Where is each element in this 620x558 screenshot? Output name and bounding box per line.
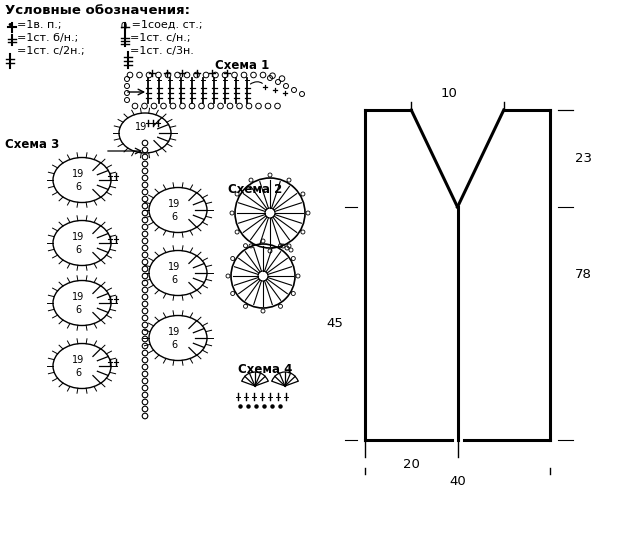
Text: =1ст. с/2н.;: =1ст. с/2н.; — [17, 46, 84, 56]
Text: 19: 19 — [135, 122, 147, 132]
Text: 19: 19 — [72, 292, 84, 302]
Text: 19: 19 — [168, 199, 180, 209]
Text: Схема 3: Схема 3 — [5, 138, 60, 151]
Text: 6: 6 — [75, 182, 81, 192]
Text: 6: 6 — [75, 245, 81, 255]
Text: 19: 19 — [72, 169, 84, 179]
Text: 45: 45 — [326, 317, 343, 330]
Text: 6: 6 — [75, 368, 81, 378]
Text: Схема 2: Схема 2 — [228, 183, 282, 196]
Text: • =1в. п.;: • =1в. п.; — [7, 20, 61, 30]
Text: 19: 19 — [168, 262, 180, 272]
Text: 19: 19 — [72, 355, 84, 365]
Text: 6: 6 — [75, 305, 81, 315]
Text: 19: 19 — [168, 327, 180, 337]
Text: =1ст. с/3н.: =1ст. с/3н. — [130, 46, 194, 56]
Text: =1ст. б/н.;: =1ст. б/н.; — [17, 33, 78, 43]
Text: 19: 19 — [72, 232, 84, 242]
Text: Схема 4: Схема 4 — [238, 363, 293, 376]
Text: 6: 6 — [171, 275, 177, 285]
Text: 20: 20 — [403, 458, 420, 471]
Text: 40: 40 — [449, 475, 466, 488]
Text: ∩ =1соед. ст.;: ∩ =1соед. ст.; — [120, 20, 203, 30]
Text: 10: 10 — [441, 87, 458, 100]
Text: 78: 78 — [575, 268, 592, 281]
Text: =1ст. с/н.;: =1ст. с/н.; — [130, 33, 190, 43]
Text: 6: 6 — [171, 340, 177, 350]
Text: Схема 1: Схема 1 — [215, 59, 269, 72]
Text: 23: 23 — [575, 152, 592, 165]
Text: 6: 6 — [171, 212, 177, 222]
Text: Условные обозначения:: Условные обозначения: — [5, 4, 190, 17]
